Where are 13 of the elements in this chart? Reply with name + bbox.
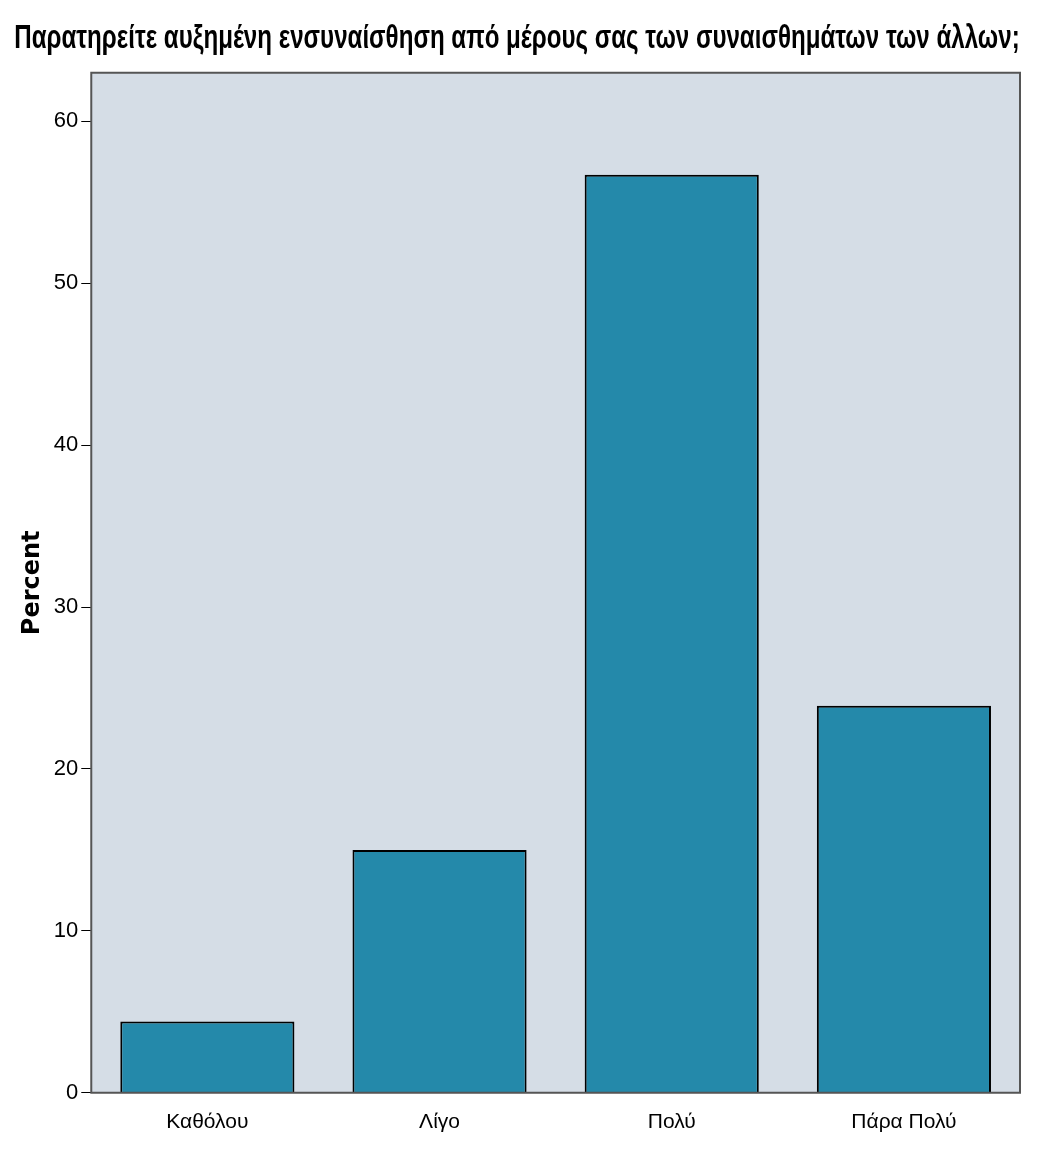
y-tick-label: 30: [53, 593, 79, 619]
y-tick-label: 50: [53, 269, 79, 295]
x-tick-label: Λίγο: [419, 1109, 460, 1133]
chart-title: Παρατηρείτε αυξημένη ενσυναίσθηση από μέρους σας των συναισθημάτων των άλλων;: [14, 16, 1020, 55]
y-tick-label: 60: [53, 107, 79, 133]
y-tick-label: 40: [53, 431, 79, 457]
x-tick-label: Πολύ: [647, 1109, 696, 1133]
x-tick-label: Πάρα Πολύ: [851, 1109, 957, 1133]
y-tick-label: 10: [53, 916, 79, 942]
y-tick-label: 20: [53, 755, 79, 781]
y-tick-label: 0: [66, 1078, 79, 1104]
y-axis-title: Percent: [16, 530, 45, 636]
x-tick-label: Καθόλου: [166, 1109, 249, 1133]
